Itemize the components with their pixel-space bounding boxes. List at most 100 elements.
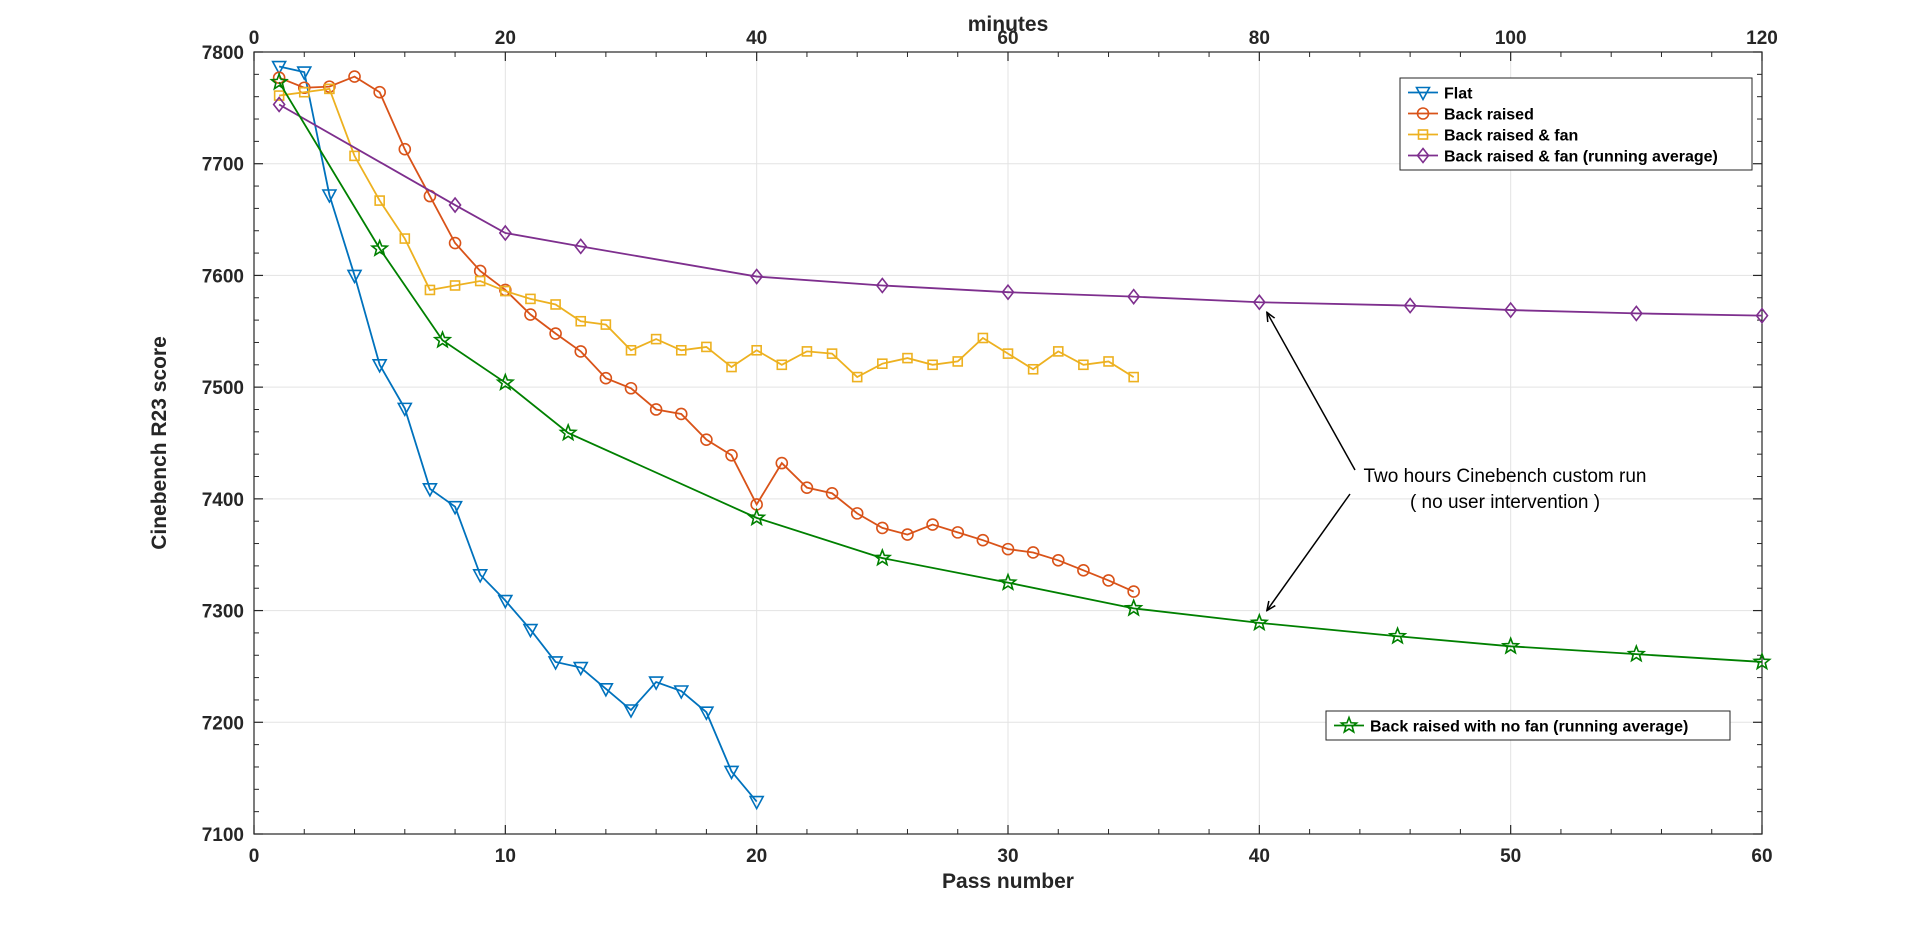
data-point xyxy=(625,344,637,356)
x2-tick-label: 20 xyxy=(495,28,516,49)
data-point xyxy=(927,359,938,371)
legend-label: Back raised with no fan (running average… xyxy=(1370,719,1688,736)
y-tick-label: 7600 xyxy=(202,266,244,287)
data-point xyxy=(649,403,663,416)
data-point xyxy=(549,327,562,340)
data-point xyxy=(1077,564,1090,577)
data-point xyxy=(801,346,813,357)
data-point xyxy=(872,547,893,567)
data-point xyxy=(746,507,767,527)
data-point xyxy=(748,795,765,811)
data-point xyxy=(876,521,889,535)
legend-marker xyxy=(1417,129,1429,140)
legend-marker xyxy=(1416,107,1430,120)
legend-secondary: Back raised with no fan (running average… xyxy=(1325,710,1731,741)
data-point xyxy=(432,329,453,349)
data-point xyxy=(497,594,514,610)
data-point xyxy=(1128,371,1139,383)
data-point xyxy=(550,299,561,310)
legend-item: Flat xyxy=(1408,86,1473,103)
data-point xyxy=(498,224,512,242)
data-point xyxy=(500,285,511,297)
annotation-line-1: Two hours Cinebench custom run xyxy=(1363,466,1646,487)
data-point xyxy=(1001,283,1015,301)
legend-item: Back raised & fan (running average) xyxy=(1408,147,1718,166)
data-point xyxy=(600,319,612,330)
y-tick-label: 7800 xyxy=(202,43,244,64)
data-point xyxy=(474,275,486,287)
data-point xyxy=(574,238,588,255)
data-point xyxy=(776,359,788,371)
data-point xyxy=(599,371,613,385)
annotation: Two hours Cinebench custom run ( no user… xyxy=(1267,312,1647,610)
data-point xyxy=(1103,356,1114,367)
y-tick-label: 7200 xyxy=(202,713,244,734)
x2-tick-label: 40 xyxy=(746,28,767,49)
data-point xyxy=(1123,598,1144,617)
data-point xyxy=(698,706,715,721)
data-point xyxy=(321,189,338,204)
series-line xyxy=(278,103,1763,317)
data-point xyxy=(374,195,385,206)
annotation-arrow-down xyxy=(1267,493,1351,611)
data-point xyxy=(495,372,516,391)
data-point xyxy=(977,332,989,344)
data-point xyxy=(901,528,914,541)
data-point xyxy=(675,344,687,356)
data-point xyxy=(1051,553,1065,567)
data-point xyxy=(297,81,311,95)
y-tick-label: 7500 xyxy=(202,378,244,399)
legend-label: Back raised & fan (running average) xyxy=(1444,149,1718,166)
data-point xyxy=(449,280,461,291)
legend-label: Flat xyxy=(1444,86,1473,103)
data-point xyxy=(673,685,690,700)
data-point xyxy=(877,358,888,369)
data-point xyxy=(1626,643,1647,663)
data-point xyxy=(1500,636,1521,655)
x2-tick-label: 100 xyxy=(1495,28,1527,49)
legend-label: Back raised & fan xyxy=(1444,128,1578,145)
data-point xyxy=(524,308,537,321)
legend-label: Back raised xyxy=(1444,107,1534,124)
data-point xyxy=(349,150,360,162)
data-point xyxy=(1629,305,1643,322)
data-point xyxy=(750,268,764,285)
axis-ticks: 0 10 20 30 40 50 60 0 20 40 60 80 100 120 7100 7200 7300… xyxy=(202,28,1778,867)
x-tick-label: 30 xyxy=(997,846,1018,867)
series-flat xyxy=(271,60,765,811)
legend-item: Back raised & fan xyxy=(1408,128,1578,145)
x-tick-label: 50 xyxy=(1500,846,1521,867)
data-point xyxy=(472,569,489,584)
data-point xyxy=(1002,348,1014,359)
y-tick-label: 7400 xyxy=(202,490,244,511)
data-point xyxy=(269,71,289,91)
data-point xyxy=(424,284,436,296)
x2-tick-label: 80 xyxy=(1249,28,1270,49)
data-point xyxy=(700,433,713,446)
data-point xyxy=(674,407,688,421)
data-point xyxy=(422,483,438,498)
data-point xyxy=(448,236,462,250)
data-point xyxy=(726,361,737,373)
data-point xyxy=(1387,626,1408,645)
data-point xyxy=(323,80,336,93)
legend-main: Flat Back raised Back raised & fan Back rai… xyxy=(1399,77,1753,171)
data-point xyxy=(1027,363,1039,375)
legend-marker xyxy=(1415,86,1431,102)
data-point xyxy=(976,533,990,547)
legend-box xyxy=(1325,710,1731,741)
data-point xyxy=(1026,546,1040,559)
data-point xyxy=(1752,651,1772,671)
x-tick-label: 10 xyxy=(495,846,516,867)
series-line xyxy=(278,75,1135,593)
legend-box xyxy=(1399,77,1753,171)
data-point xyxy=(875,277,889,294)
data-point xyxy=(525,293,536,305)
data-point xyxy=(624,381,638,395)
y-tick-label: 7300 xyxy=(202,602,244,623)
legend-item: Back raised with no fan (running average… xyxy=(1334,715,1688,736)
x-axis-title: Pass number xyxy=(942,870,1074,893)
data-point xyxy=(298,86,310,98)
series-back-raised xyxy=(272,70,1140,598)
